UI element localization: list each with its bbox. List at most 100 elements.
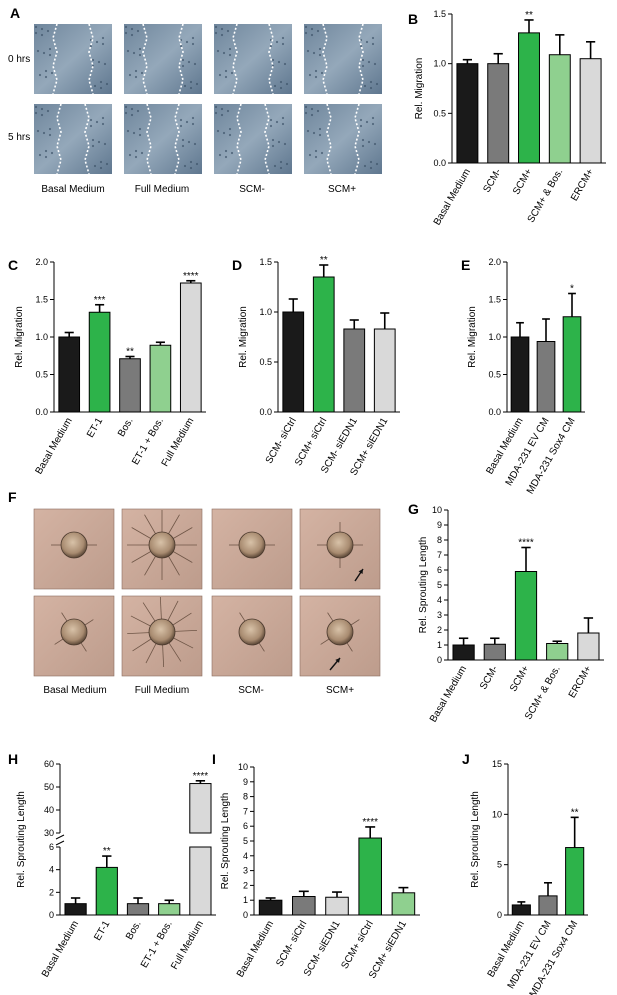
bar-i-1 [292, 896, 316, 916]
chart-i-ytick: 0 [243, 910, 248, 920]
error-bar-g-3 [552, 640, 562, 644]
chart-i-ytick: 5 [243, 836, 248, 846]
sprout-arrow-icon [354, 568, 364, 582]
xtick-i-2: SCM- siEDN1 [302, 919, 343, 979]
error-bar-i-2 [332, 891, 342, 898]
error-bar-h-0 [70, 897, 81, 904]
error-bar-g-4 [583, 617, 594, 633]
bar-h-1 [95, 866, 118, 916]
bar-e-2 [562, 316, 582, 413]
panel-a-scratch-assay: A 0 hrs 5 hrs Basal Medium Full Medium S… [8, 5, 382, 195]
xtick-i-3: SCM+ siCtrl [339, 919, 375, 971]
chart-h-ytick: 0 [49, 910, 54, 920]
chart-g-ytick: 10 [432, 505, 442, 515]
error-bar-h-3 [164, 899, 174, 904]
chart-h-ytick: 30 [44, 828, 54, 838]
xtick-d-0: SCM- siCtrl [264, 416, 299, 466]
chart-g-ytick: 5 [437, 580, 442, 590]
xtick-b-1: SCM- [481, 167, 503, 195]
xtick-h-0: Basal Medium [40, 919, 81, 979]
chart-h-ytick: 6 [49, 842, 54, 852]
spheroid-photo-row1-1 [33, 508, 115, 590]
error-bar-e-2 [568, 292, 576, 317]
bar-c-4 [179, 282, 202, 413]
scratch-photo-0hrs-2 [124, 23, 202, 95]
xtick-c-2: Bos. [116, 416, 136, 439]
chart-g-ytick: 7 [437, 550, 442, 560]
sig-c-1: *** [94, 295, 106, 306]
panel-a-label-full-medium: Full Medium [135, 184, 189, 195]
sig-c-2: ** [126, 347, 134, 358]
error-bar-b-3 [555, 34, 565, 55]
chart-e-ytick: 0.5 [488, 370, 501, 380]
panel-f-label-full-medium: Full Medium [135, 685, 189, 696]
bar-b-1 [487, 63, 510, 164]
chart-j-ytick: 5 [497, 860, 502, 870]
error-bar-d-1 [319, 264, 329, 277]
chart-h-ytick: 40 [44, 805, 54, 815]
chart-g-ytick: 4 [437, 595, 442, 605]
sprout-arrow-icon [329, 657, 341, 671]
chart-c-ylabel: Rel. Migration [14, 306, 25, 368]
chart-j-ytick: 15 [492, 759, 502, 769]
scratch-photo-0hrs-4 [304, 23, 382, 95]
xtick-e-2: MDA-231 Sox4 CM [525, 416, 578, 496]
bar-g-2 [514, 571, 538, 661]
xtick-h-2: Bos. [124, 919, 144, 942]
error-bar-h-2 [133, 897, 143, 904]
error-bar-c-4 [186, 279, 196, 283]
sig-i-3: **** [362, 817, 378, 828]
row-label-0hrs: 0 hrs [8, 54, 30, 65]
panel-b-letter: B [408, 11, 418, 27]
chart-e-ytick: 2.0 [488, 257, 501, 267]
chart-i-ytick: 2 [243, 880, 248, 890]
xtick-b-2: SCM+ [511, 167, 535, 197]
chart-i-ytick: 4 [243, 851, 248, 861]
chart-b-ytick: 0.5 [433, 108, 446, 118]
error-bar-d-3 [380, 312, 390, 329]
error-bar-i-0 [265, 897, 276, 901]
bar-i-4 [391, 892, 416, 916]
chart-h-ylabel: Rel. Sprouting Length [16, 791, 27, 888]
bar-g-4 [577, 632, 600, 661]
row-label-5hrs: 5 hrs [8, 132, 30, 143]
chart-i-ytick: 10 [238, 762, 248, 772]
bar-d-3 [373, 328, 396, 413]
chart-e-ytick: 1.5 [488, 295, 501, 305]
scratch-photo-5hrs-2 [124, 103, 202, 175]
sig-e-2: * [570, 284, 574, 295]
bar-h-3 [158, 903, 181, 916]
chart-b-ytick: 1.5 [433, 9, 446, 19]
bar-e-0 [510, 336, 530, 413]
bar-e-1 [536, 341, 556, 413]
bar-b-4 [579, 58, 602, 164]
xtick-g-1: SCM- [478, 664, 500, 692]
bar-j-2 [565, 847, 585, 916]
error-bar-g-0 [458, 637, 469, 645]
chart-h: H 0 2 4 6 30 40 50 60 Rel. Sprouting Length Basal … [8, 751, 216, 979]
xtick-g-0: Basal Medium [428, 664, 469, 724]
panel-f-label-scm-minus: SCM- [238, 685, 264, 696]
bar-j-1 [538, 895, 558, 916]
spheroid-photo-row2-3 [211, 595, 293, 677]
chart-c-ytick: 0.0 [35, 407, 48, 417]
scratch-photo-5hrs-1 [34, 103, 112, 175]
xtick-h-1: ET-1 [92, 919, 112, 943]
chart-i-ytick: 9 [243, 777, 248, 787]
bar-d-2 [343, 328, 366, 413]
chart-e-ytick: 1.0 [488, 332, 501, 342]
chart-c: C 0.0 0.5 1.0 1.5 2.0 Rel. Migration Basal Medi… [8, 257, 206, 476]
chart-c-ytick: 1.5 [35, 295, 48, 305]
sig-d-1: ** [320, 255, 328, 266]
bar-g-1 [483, 643, 506, 661]
chart-i: I 0 1 2 3 4 5 6 7 8 9 10 Rel. Sprouting Length Basal … [212, 751, 420, 981]
chart-i-ytick: 6 [243, 821, 248, 831]
sig-c-4: **** [183, 271, 199, 282]
chart-i-ytick: 3 [243, 866, 248, 876]
spheroid-photo-row2-2 [121, 595, 203, 677]
scratch-photo-5hrs-4 [304, 103, 382, 175]
chart-h-ytick: 50 [44, 782, 54, 792]
sig-j-2: ** [571, 807, 579, 818]
spheroid-photo-row1-3 [211, 508, 293, 590]
